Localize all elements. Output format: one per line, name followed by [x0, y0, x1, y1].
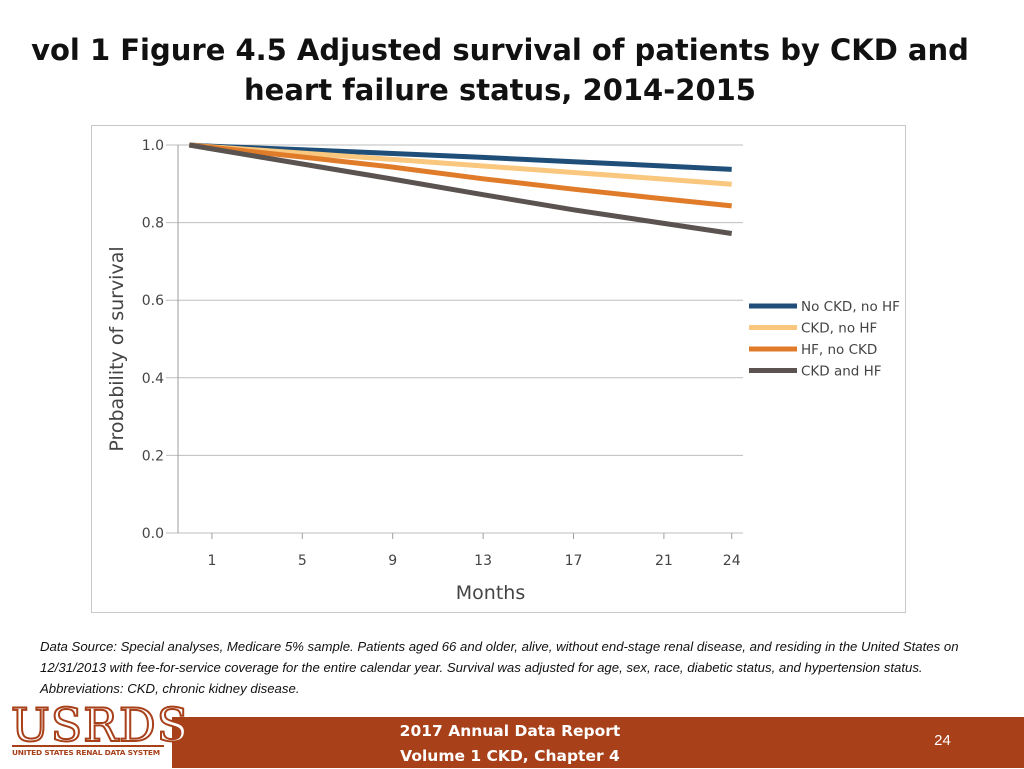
usrds-logo-subtext: UNITED STATES RENAL DATA SYSTEM: [12, 745, 164, 757]
x-tick-label-3: 13: [474, 553, 492, 569]
legend-label-3: CKD and HF: [801, 364, 882, 380]
x-tick-label-4: 17: [565, 553, 583, 569]
x-tick-label-5: 21: [655, 553, 673, 569]
survival-chart: 0.0 0.2 0.4 0.6 0.8 1.0 1 5 9 13 17 21 24 Months Proba…: [91, 125, 906, 613]
x-tick-label-0: 1: [207, 553, 216, 569]
y-tick-label-1: 0.2: [142, 448, 164, 464]
page-number: 24: [934, 732, 951, 749]
legend-label-1: CKD, no HF: [801, 321, 877, 337]
x-axis-title: Months: [456, 582, 525, 604]
x-tick-label-2: 9: [388, 553, 397, 569]
x-tick-label-6: 24: [723, 553, 741, 569]
slide-title: vol 1 Figure 4.5 Adjusted survival of pa…: [31, 33, 969, 107]
usrds-logo-text: USRDS: [10, 698, 190, 752]
y-tick-label-4: 0.8: [142, 216, 164, 232]
report-title-line1: 2017 Annual Data Report: [399, 722, 621, 740]
chart-canvas: 0.0 0.2 0.4 0.6 0.8 1.0 1 5 9 13 17 21 24 Months Proba…: [106, 138, 900, 604]
y-tick-label-0: 0.0: [142, 526, 164, 542]
legend-label-2: HF, no CKD: [801, 342, 877, 358]
y-axis-title: Probability of survival: [106, 246, 128, 451]
y-tick-label-2: 0.4: [142, 371, 164, 387]
series-line-3: [188, 142, 733, 236]
y-tick-label-5: 1.0: [142, 138, 164, 154]
legend-label-0: No CKD, no HF: [801, 299, 900, 315]
usrds-logo: [0, 705, 172, 768]
data-source-note: Data Source: Special analyses, Medicare …: [40, 639, 959, 696]
x-tick-label-1: 5: [298, 553, 307, 569]
report-title-line2: Volume 1 CKD, Chapter 4: [400, 747, 620, 765]
report-title: 2017 Annual Data Report Volume 1 CKD, Ch…: [360, 719, 660, 769]
y-tick-label-3: 0.6: [142, 293, 164, 309]
